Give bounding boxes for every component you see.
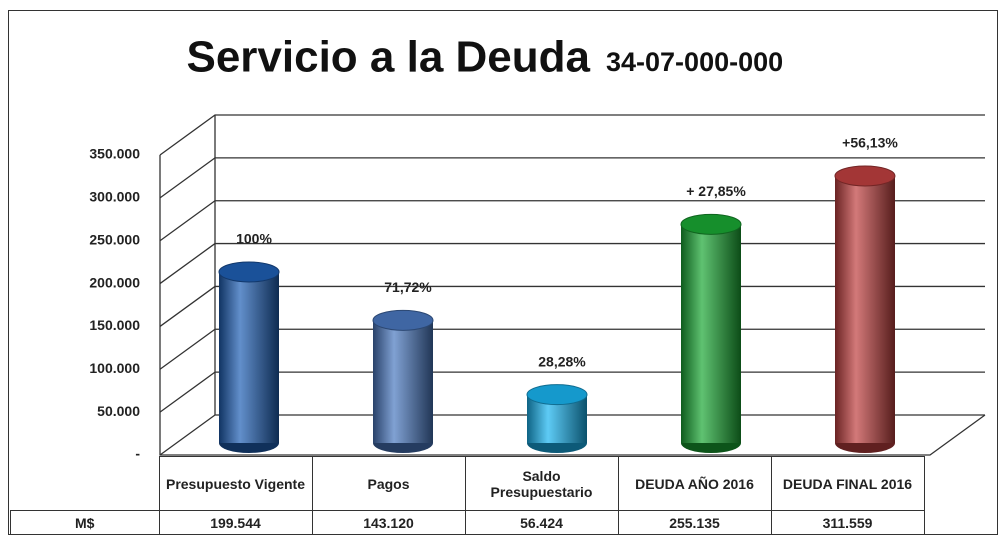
category-label: Pagos [311, 456, 466, 511]
frame [8, 10, 998, 535]
category-label: DEUDA FINAL 2016 [770, 456, 925, 511]
data-label: +56,13% [842, 135, 898, 151]
data-label: 71,72% [384, 279, 432, 295]
data-label: 28,28% [538, 353, 586, 369]
bar-top [372, 309, 434, 331]
bar [373, 320, 433, 443]
bar [835, 175, 895, 443]
y-tick-label: 200.000 [89, 274, 140, 290]
unit-label: M$ [10, 510, 160, 535]
data-table: Presupuesto Vigente Pagos Saldo Presupuest… [10, 456, 925, 535]
data-label: + 27,85% [686, 183, 746, 199]
bar-top [680, 213, 742, 235]
bar-top [218, 261, 280, 283]
category-label: DEUDA AÑO 2016 [617, 456, 772, 511]
grid-line [159, 114, 985, 156]
chart-subtitle: 34-07-000-000 [606, 47, 783, 77]
back-wall-edge [159, 155, 986, 456]
bar [681, 224, 741, 443]
y-tick-label: 250.000 [89, 231, 140, 247]
value-cell: 143.120 [311, 510, 466, 535]
y-tick-label: 300.000 [89, 189, 140, 205]
grid-line [159, 200, 985, 242]
y-tick-label: 150.000 [89, 317, 140, 333]
category-label: Saldo Presupuestario [464, 456, 619, 511]
y-tick-label: 50.000 [97, 403, 140, 419]
value-cell: 311.559 [770, 510, 925, 535]
grid-line [159, 157, 985, 199]
value-cell: 56.424 [464, 510, 619, 535]
value-cell: 199.544 [158, 510, 313, 535]
y-tick-label: 100.000 [89, 360, 140, 376]
data-label: 100% [236, 231, 272, 247]
empty-cell [11, 457, 160, 511]
category-label: Presupuesto Vigente [158, 456, 313, 511]
bar [219, 271, 279, 443]
value-cell: 255.135 [617, 510, 772, 535]
y-tick-label: - [135, 446, 140, 462]
chart-title: Servicio a la Deuda [186, 33, 590, 82]
y-tick-label: 350.000 [89, 146, 140, 162]
bar-top [834, 165, 896, 187]
bar-top [526, 384, 588, 406]
